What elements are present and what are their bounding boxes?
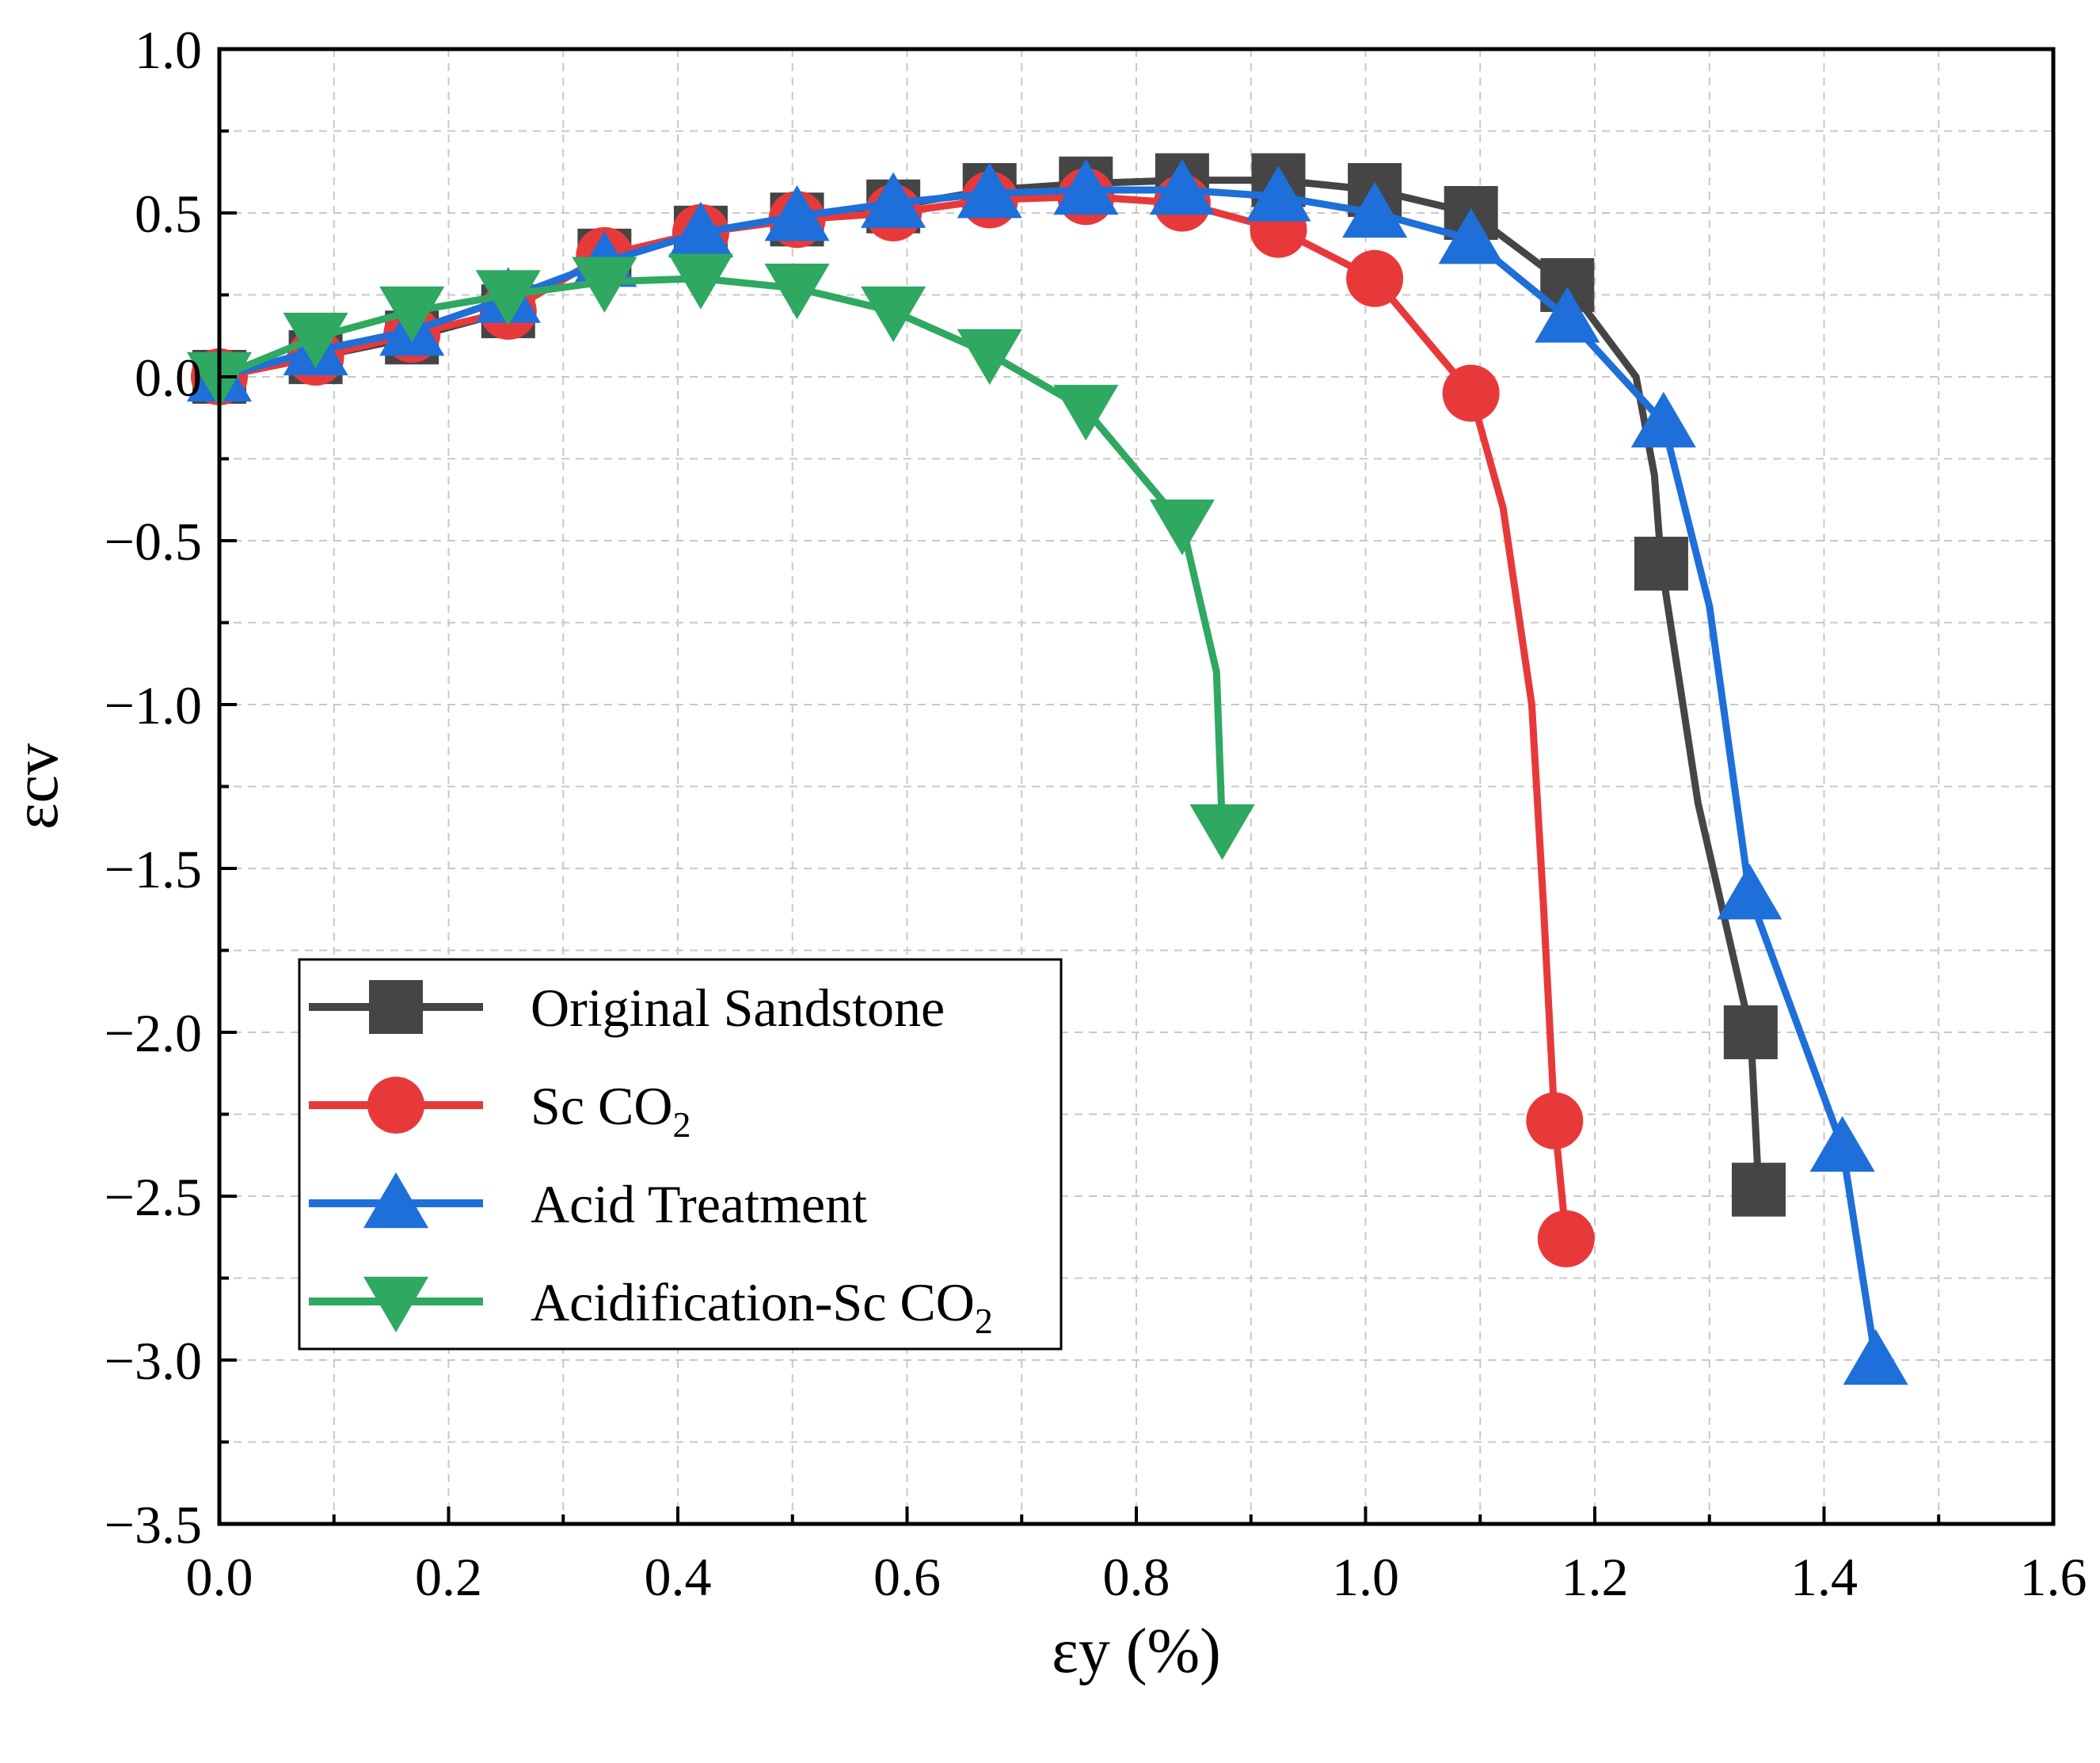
legend-label: Sc CO2 — [531, 1076, 690, 1145]
data-point — [957, 162, 1022, 218]
series-layer — [186, 153, 1908, 1385]
x-tick-label: 1.4 — [1790, 1547, 1858, 1607]
data-point — [764, 263, 830, 320]
data-point — [1630, 391, 1696, 448]
y-tick-label: −3.5 — [105, 1495, 202, 1555]
y-tick-label: 0.0 — [135, 348, 202, 408]
legend-label-main: Original Sandstone — [531, 978, 945, 1038]
x-tick-label: 0.2 — [415, 1547, 482, 1607]
legend-label-subscript: 2 — [672, 1104, 690, 1145]
legend-item: Original Sandstone — [309, 978, 945, 1038]
data-point — [1535, 287, 1600, 343]
data-point — [1346, 249, 1404, 307]
data-point — [764, 185, 830, 241]
data-point — [283, 313, 348, 369]
data-point — [1717, 864, 1782, 920]
y-tick-label: −2.5 — [105, 1167, 202, 1227]
data-point — [861, 172, 926, 228]
ticks: 0.0 0.2 0.4 0.6 0.8 1.0 1.2 1.4 1.6 1.0 0.5 0.0 −0.5… — [105, 20, 2087, 1607]
legend-label-subscript: 2 — [975, 1301, 993, 1341]
legend-item: Sc CO2 — [309, 1076, 690, 1145]
data-point — [1189, 804, 1255, 861]
x-tick-label: 1.6 — [2020, 1547, 2087, 1607]
y-tick-label: −0.5 — [105, 511, 202, 572]
x-tick-label: 0.6 — [873, 1547, 941, 1607]
x-tick-label: 0.4 — [645, 1547, 712, 1607]
data-point — [1246, 165, 1311, 222]
x-axis-title: εy (%) — [1052, 1617, 1221, 1686]
data-point — [668, 253, 734, 310]
data-point — [1537, 1210, 1595, 1267]
y-tick-label: 0.5 — [135, 184, 202, 244]
data-point — [1149, 500, 1215, 556]
y-tick-label: 1.0 — [135, 20, 202, 80]
data-point — [1149, 158, 1215, 215]
data-point — [572, 256, 637, 313]
legend-marker — [363, 1276, 429, 1333]
data-point — [1723, 1005, 1778, 1059]
y-tick-label: −3.0 — [105, 1331, 202, 1391]
data-point — [475, 270, 541, 326]
legend-label-main: Sc CO — [531, 1076, 672, 1136]
x-tick-label: 1.2 — [1562, 1547, 1629, 1607]
legend-label-main: Acidification-Sc CO — [531, 1272, 975, 1332]
legend-marker — [369, 980, 423, 1034]
legend-marker — [367, 1077, 424, 1134]
legend-label: Acid Treatment — [531, 1174, 867, 1234]
y-tick-label: −1.0 — [105, 675, 202, 735]
series-3 — [186, 253, 1255, 861]
data-point — [957, 329, 1022, 386]
data-point — [1438, 208, 1504, 264]
data-point — [1053, 385, 1119, 441]
data-point — [1634, 536, 1688, 591]
y-tick-label: −1.5 — [105, 839, 202, 899]
data-point — [1442, 364, 1500, 422]
legend-label-main: Acid Treatment — [531, 1174, 867, 1234]
legend-item: Acidification-Sc CO2 — [309, 1272, 993, 1341]
y-tick-label: −2.0 — [105, 1003, 202, 1063]
legend-box — [298, 958, 1063, 1351]
y-axis-title: εcv — [2, 743, 71, 830]
x-tick-label: 1.0 — [1332, 1547, 1399, 1607]
x-tick-label: 0.8 — [1103, 1547, 1170, 1607]
legend-label: Acidification-Sc CO2 — [531, 1272, 993, 1341]
data-point — [379, 286, 445, 343]
data-point — [1526, 1092, 1584, 1149]
data-point — [1342, 181, 1408, 238]
legend-marker — [363, 1172, 429, 1229]
data-point — [1843, 1328, 1908, 1385]
data-point — [1731, 1162, 1786, 1217]
data-point — [1809, 1115, 1875, 1172]
legend-label: Original Sandstone — [531, 978, 945, 1038]
x-tick-label: 0.0 — [186, 1547, 253, 1607]
data-point — [668, 201, 734, 258]
legend-item: Acid Treatment — [309, 1172, 867, 1234]
data-point — [861, 286, 926, 343]
data-point — [1053, 158, 1119, 215]
